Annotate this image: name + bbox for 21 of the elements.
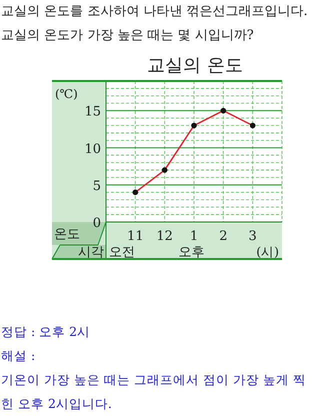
x-tick-label: 11: [127, 229, 144, 244]
text: 시각: [78, 245, 104, 260]
x-tick-label: 1: [190, 229, 198, 244]
text: 오후: [178, 245, 205, 260]
text: 온도: [54, 227, 80, 242]
y-tick-label: 10: [84, 142, 101, 157]
text: 교실의 온도가 가장 높은 때는 몇 시입니까?: [1, 27, 255, 44]
x-tick-label: 2: [219, 229, 228, 244]
text: 해설 :: [1, 347, 36, 365]
x-tick-label: 12: [156, 229, 173, 244]
y-axis-title: (℃): [55, 87, 78, 101]
chart-title: 교실의 온도: [147, 55, 243, 76]
y-tick-label: 15: [84, 104, 101, 120]
x-tick-label: 3: [248, 229, 257, 244]
text: 기온이 가장 높은 때는 그래프에서 점이 가장 높게 찍힌 오후 2시입니다.: [1, 371, 307, 413]
x-axis-title: (시): [256, 244, 279, 259]
y-tick-label: 5: [92, 178, 101, 194]
y-tick-label: 0: [92, 216, 101, 231]
text: 교실의 온도를 조사하여 나타낸 꺾은선그래프입니다.: [1, 3, 309, 20]
text: 정답 : 오후 2시: [1, 323, 92, 341]
text: 오전: [109, 245, 135, 260]
